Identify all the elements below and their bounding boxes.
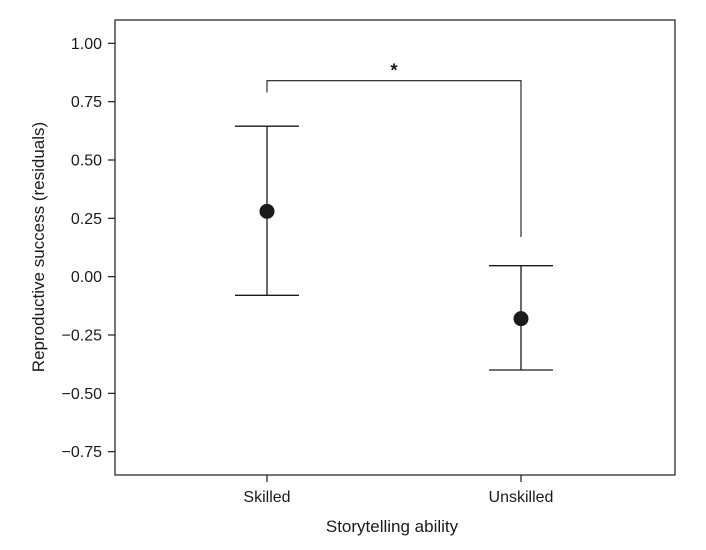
x-axis: Skilled Unskilled	[243, 475, 553, 506]
x-tick-label: Unskilled	[489, 489, 554, 506]
y-tick-label: −0.50	[62, 386, 103, 403]
significance-bracket: *	[266, 61, 522, 237]
y-tick-label: 0.25	[71, 211, 102, 228]
x-axis-title: Storytelling ability	[326, 517, 459, 536]
y-tick-label: −0.75	[62, 444, 103, 461]
y-tick-label: 1.00	[71, 36, 102, 53]
data-point	[259, 203, 275, 219]
significance-label: *	[390, 61, 397, 81]
data-marks	[235, 125, 553, 371]
x-tick-label: Skilled	[243, 489, 290, 506]
y-tick-label: −0.25	[62, 328, 103, 345]
significance-bracket-line	[266, 80, 522, 237]
data-point	[513, 311, 529, 327]
y-tick-label: 0.50	[71, 153, 102, 170]
y-axis-title: Reproductive success (residuals)	[29, 122, 48, 372]
y-tick-label: 0.75	[71, 94, 102, 111]
y-tick-label: 0.00	[71, 269, 102, 286]
plot-frame	[114, 19, 676, 476]
y-axis: 1.00 0.75 0.50 0.25 0.00 −0.25 −0.50 −0.75	[62, 36, 115, 461]
